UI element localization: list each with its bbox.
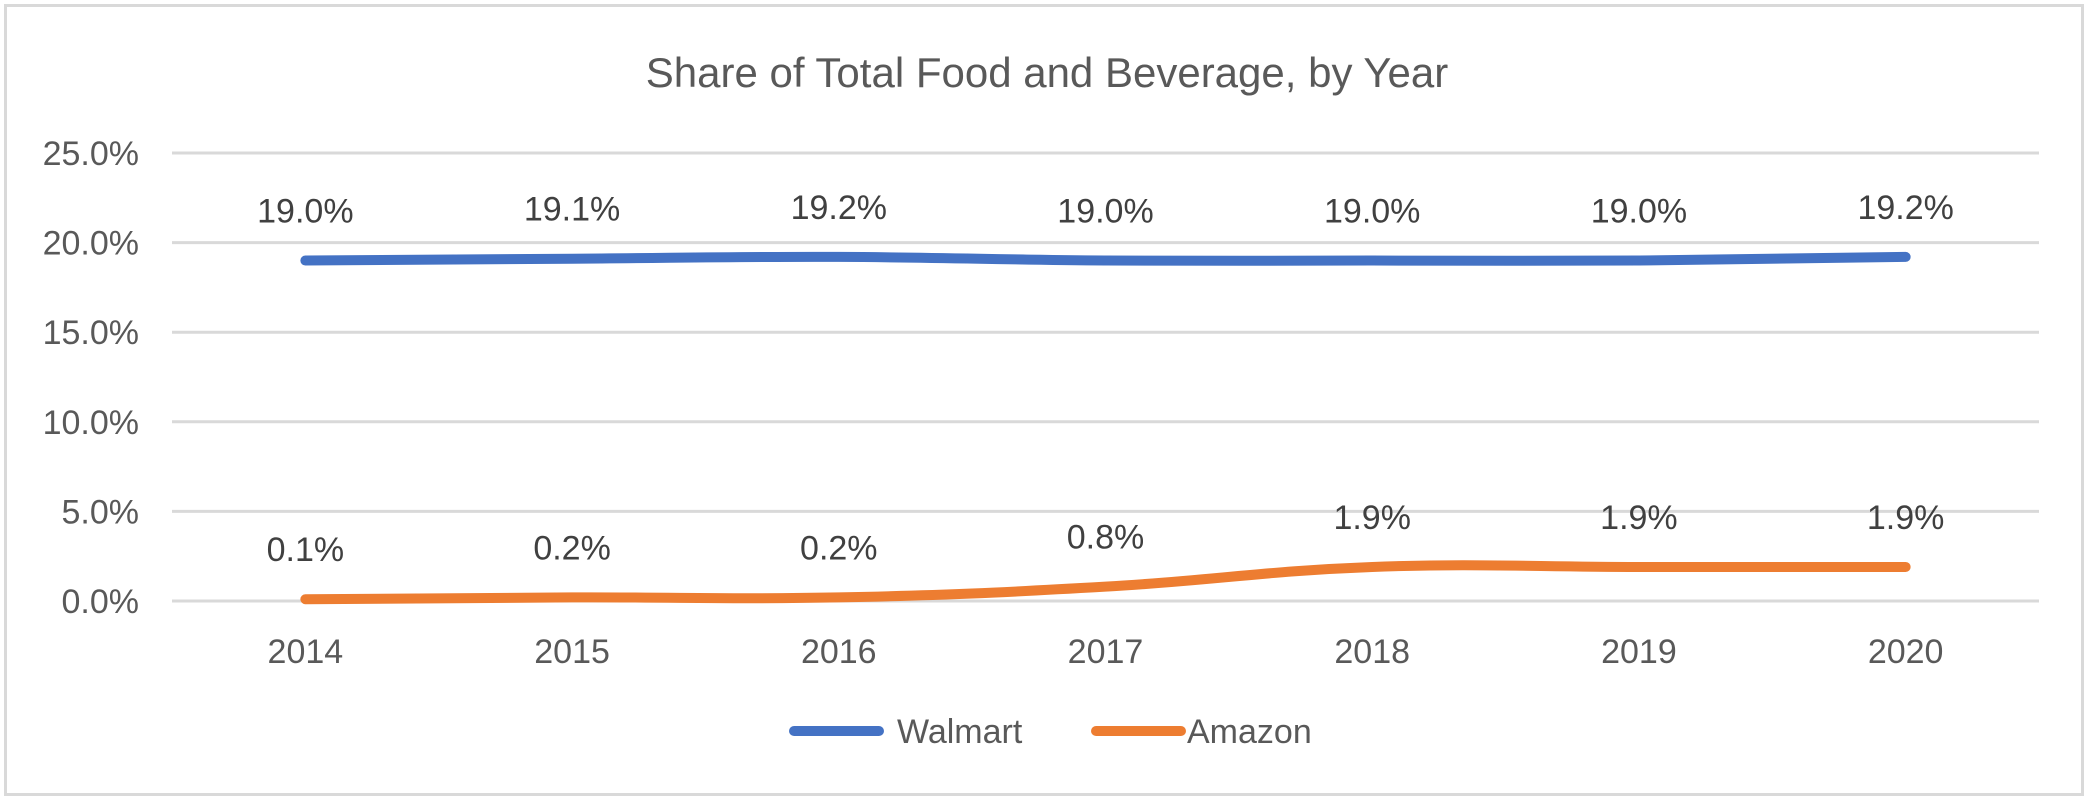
data-label-amazon: 1.9%: [1867, 499, 1945, 537]
data-label-amazon: 0.2%: [800, 529, 878, 567]
gridlines: [172, 151, 2039, 603]
y-tick-label: 5.0%: [62, 493, 140, 531]
legend-label-amazon: Amazon: [1187, 713, 1312, 751]
series-lines: [300, 251, 1911, 605]
data-label-walmart: 19.2%: [791, 189, 887, 227]
data-label-walmart: 19.0%: [1591, 193, 1687, 231]
legend-label-walmart: Walmart: [897, 713, 1023, 751]
y-tick-label: 25.0%: [43, 135, 139, 173]
y-tick-label: 15.0%: [43, 314, 139, 352]
x-tick-label: 2019: [1601, 633, 1677, 671]
chart-frame: Share of Total Food and Beverage, by Yea…: [4, 4, 2084, 796]
y-tick-label: 0.0%: [62, 583, 140, 621]
legend: Walmart Amazon: [789, 713, 1312, 751]
x-axis-ticks: 2014 2015 2016 2017 2018 2019 2020: [268, 633, 1944, 671]
data-label-amazon: 0.2%: [533, 529, 611, 567]
chart-title: Share of Total Food and Beverage, by Yea…: [646, 49, 1448, 96]
x-tick-label: 2016: [801, 633, 877, 671]
data-label-amazon: 1.9%: [1600, 499, 1678, 537]
x-tick-label: 2017: [1068, 633, 1144, 671]
series-line-walmart: [300, 251, 1911, 266]
data-label-walmart: 19.0%: [1324, 193, 1420, 231]
data-label-amazon: 1.9%: [1333, 499, 1411, 537]
x-tick-label: 2020: [1868, 633, 1944, 671]
data-label-walmart: 19.0%: [257, 193, 353, 231]
data-label-walmart: 19.2%: [1857, 189, 1953, 227]
data-label-walmart: 19.1%: [524, 191, 620, 229]
data-labels: 19.0% 19.1% 19.2% 19.0% 19.0% 19.0% 19.2% 0.1% 0…: [257, 189, 1954, 569]
data-label-amazon: 0.1%: [267, 531, 345, 569]
x-tick-label: 2015: [534, 633, 610, 671]
data-label-walmart: 19.0%: [1057, 193, 1153, 231]
y-axis-ticks: 0.0% 5.0% 10.0% 15.0% 20.0% 25.0%: [43, 135, 139, 621]
series-line-amazon: [300, 560, 1911, 605]
x-tick-label: 2014: [268, 633, 344, 671]
y-tick-label: 10.0%: [43, 404, 139, 442]
line-chart: Share of Total Food and Beverage, by Yea…: [43, 49, 2039, 751]
y-tick-label: 20.0%: [43, 225, 139, 263]
x-tick-label: 2018: [1334, 633, 1410, 671]
data-label-amazon: 0.8%: [1067, 519, 1145, 557]
